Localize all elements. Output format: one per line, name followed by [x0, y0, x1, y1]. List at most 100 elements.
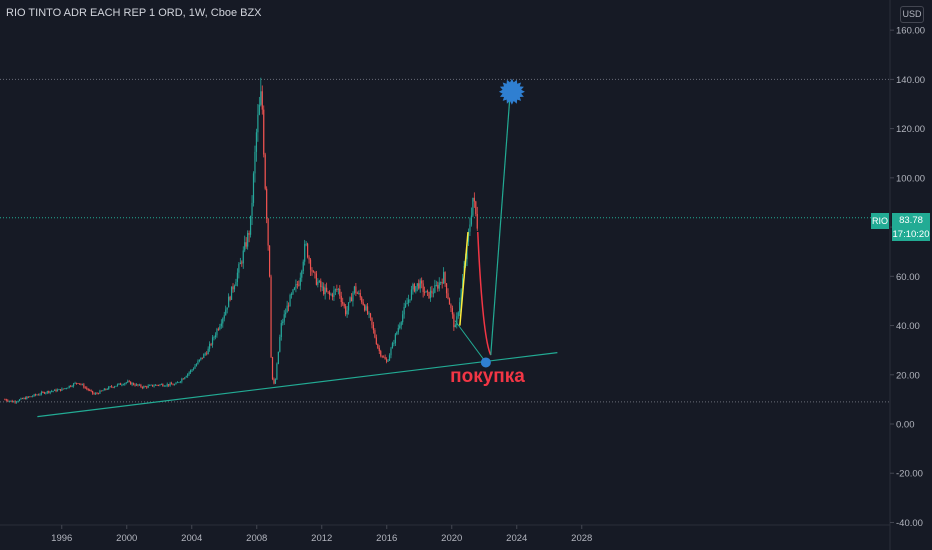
candle-body: [168, 384, 170, 386]
candle-body: [264, 154, 266, 189]
candle-body: [419, 280, 421, 289]
candle-body: [469, 224, 471, 232]
candle-body: [112, 386, 114, 388]
candle-body: [324, 287, 326, 295]
candle-body: [426, 290, 429, 292]
candle-body: [228, 296, 230, 308]
candle-body: [191, 369, 193, 371]
candle-body: [32, 396, 34, 397]
candle-body: [248, 233, 250, 235]
candle-body: [143, 386, 145, 388]
candle-body: [445, 283, 448, 294]
candle-body: [144, 386, 146, 388]
candle-body: [118, 383, 120, 385]
candle-body: [387, 360, 389, 362]
candle-body: [141, 386, 143, 388]
candle-body: [77, 383, 79, 385]
candle-body: [242, 250, 244, 264]
candle-body: [5, 399, 7, 401]
candle-body: [20, 398, 22, 400]
candle-body: [352, 292, 354, 302]
candle-body: [45, 392, 47, 394]
forecast-up-line[interactable]: [490, 91, 511, 356]
candle-body: [106, 389, 108, 391]
candle-body: [385, 359, 388, 362]
candle-body: [121, 384, 123, 386]
candle-body: [347, 302, 350, 311]
candle-body: [285, 312, 287, 315]
candle-body: [201, 357, 203, 359]
candle-body: [233, 285, 236, 290]
x-tick-label: 2020: [441, 533, 462, 544]
candle-body: [350, 297, 353, 302]
y-tick-label: 100.00: [896, 173, 925, 184]
candle-body: [135, 384, 138, 386]
candle-body: [173, 384, 176, 386]
projection-line[interactable]: [454, 320, 487, 363]
candle-body: [30, 396, 32, 398]
candle-body: [200, 357, 202, 360]
candle-body: [388, 355, 391, 361]
candle-body: [428, 291, 430, 299]
candle-body: [308, 257, 310, 260]
candle-body: [355, 286, 357, 294]
candle-body: [369, 313, 372, 318]
forecast-up-stroke[interactable]: [459, 231, 469, 326]
forecast-down-curve[interactable]: [477, 231, 492, 356]
candle-body: [17, 401, 19, 402]
candle-body: [64, 388, 66, 389]
y-tick-label: 120.00: [896, 124, 925, 135]
candle-body: [314, 271, 316, 274]
candle-body: [342, 301, 344, 304]
candle-body: [34, 394, 37, 396]
candle-body: [207, 348, 209, 355]
candle-body: [270, 276, 272, 358]
candle-body: [36, 394, 38, 396]
candle-body: [49, 391, 51, 393]
candle-body: [421, 280, 423, 284]
last-price-value: 83.78: [899, 215, 923, 226]
candle-body: [125, 382, 127, 384]
candle-body: [99, 390, 101, 394]
candle-body: [451, 308, 453, 315]
candle-body: [375, 337, 377, 345]
candle-body: [293, 287, 296, 290]
candle-body: [399, 325, 401, 329]
candle-body: [257, 114, 259, 133]
buy-annotation-text[interactable]: покупка: [450, 366, 525, 387]
candle-body: [225, 309, 227, 316]
candle-body: [309, 259, 312, 270]
candle-body: [171, 383, 173, 385]
candle-body: [230, 286, 233, 300]
candle-body: [467, 231, 470, 242]
candle-body: [67, 387, 69, 389]
y-tick-label: 60.00: [896, 272, 920, 283]
candle-body: [317, 281, 319, 285]
candle-body: [454, 325, 456, 328]
candle-body: [37, 394, 40, 396]
candle-body: [217, 329, 219, 331]
buy-point-marker[interactable]: [480, 357, 491, 368]
candle-body: [273, 379, 275, 384]
candle-body: [448, 298, 451, 305]
currency-button[interactable]: USD: [900, 6, 924, 23]
candle-body: [166, 384, 168, 386]
support-trendline[interactable]: [37, 352, 558, 418]
candle-body: [391, 343, 394, 349]
candle-body: [29, 396, 31, 398]
candle-body: [190, 370, 192, 373]
candle-body: [42, 392, 44, 393]
candle-body: [305, 243, 307, 245]
candle-body: [102, 390, 104, 392]
candle-body: [407, 299, 410, 303]
candle-body: [216, 329, 218, 336]
candle-body: [381, 355, 383, 357]
candle-body: [137, 384, 139, 386]
target-star-marker[interactable]: [498, 78, 525, 105]
candle-body: [456, 316, 458, 326]
candle-body: [154, 384, 157, 386]
candle-body: [443, 272, 445, 284]
candle-body: [150, 384, 152, 386]
